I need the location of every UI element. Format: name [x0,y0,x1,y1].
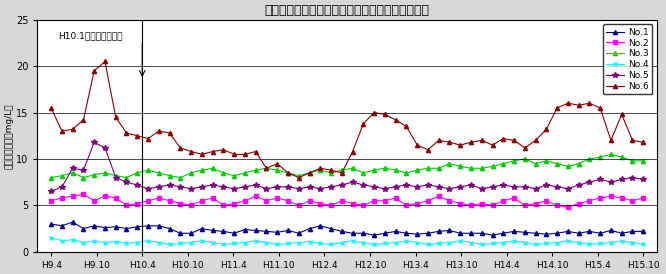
Title: 場内モニタリング井戸の塗化物イオン濃度の推移: 場内モニタリング井戸の塗化物イオン濃度の推移 [264,4,430,17]
No.6 [273,162,281,165]
No.4 [510,239,518,242]
Line: No.1: No.1 [49,220,645,237]
Legend: No.1, No.2, No.3, No.4, No.5, No.6: No.1, No.2, No.3, No.4, No.5, No.6 [603,24,653,95]
No.1 [456,232,464,235]
No.1 [370,233,378,237]
Line: No.4: No.4 [49,236,645,246]
No.1 [58,224,66,227]
No.2 [446,199,454,202]
No.2 [639,196,647,199]
No.2 [564,206,572,209]
No.1 [639,230,647,233]
No.2 [510,196,518,199]
No.3 [47,176,55,179]
No.3 [413,169,421,172]
No.1 [402,232,410,235]
No.5 [639,178,647,181]
Line: No.3: No.3 [49,152,645,180]
No.3 [262,167,270,170]
Line: No.6: No.6 [49,59,645,180]
No.5 [47,190,55,193]
No.5 [446,187,454,190]
No.6 [435,139,443,142]
No.2 [79,193,87,196]
No.4 [424,243,432,246]
No.5 [273,185,281,189]
No.1 [47,222,55,226]
No.2 [424,199,432,202]
No.4 [446,241,454,244]
No.5 [392,185,400,189]
Line: No.2: No.2 [49,192,645,209]
No.6 [639,141,647,144]
No.1 [435,230,443,233]
No.3 [500,162,507,165]
No.2 [273,196,281,199]
No.4 [639,243,647,246]
No.6 [101,60,109,63]
No.4 [392,241,400,244]
No.3 [58,174,66,177]
No.6 [402,125,410,128]
No.6 [456,143,464,147]
No.1 [69,221,77,224]
No.3 [381,167,389,170]
No.6 [521,146,529,150]
No.6 [58,130,66,133]
No.4 [273,243,281,246]
No.2 [58,196,66,199]
No.1 [521,231,529,234]
Y-axis label: 塗化物イオン（mg/L）: 塗化物イオン（mg/L） [4,103,13,169]
No.4 [58,239,66,242]
Text: H10.1　一部供用開始: H10.1 一部供用開始 [58,31,123,40]
No.6 [47,106,55,110]
No.4 [166,243,174,246]
No.5 [510,185,518,189]
No.5 [424,183,432,187]
No.5 [58,185,66,189]
No.4 [47,236,55,239]
No.2 [392,196,400,199]
No.3 [607,153,615,156]
Line: No.5: No.5 [49,139,646,194]
No.3 [435,167,443,170]
No.3 [639,159,647,162]
No.5 [90,141,98,144]
No.1 [273,231,281,234]
No.6 [295,176,303,179]
No.2 [47,199,55,202]
